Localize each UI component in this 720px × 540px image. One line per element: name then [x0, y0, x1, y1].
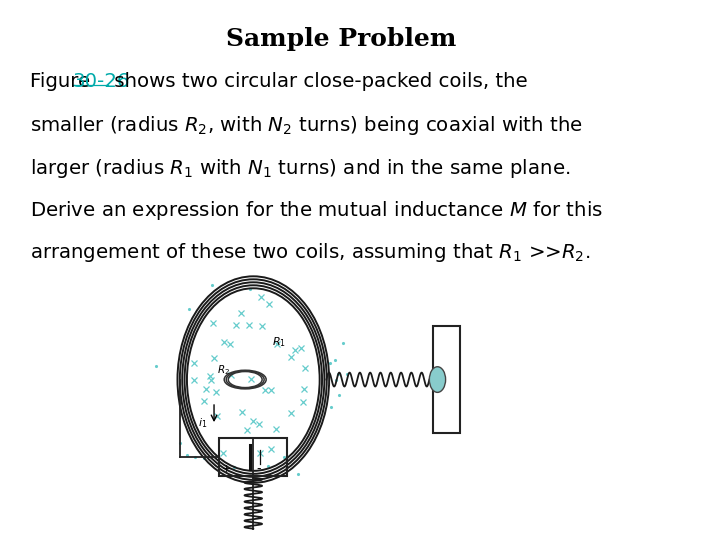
- Text: smaller (radius $R_2$, with $N_2$ turns) being coaxial with the: smaller (radius $R_2$, with $N_2$ turns)…: [30, 114, 582, 138]
- Text: arrangement of these two coils, assuming that $R_1$ >>$R_2$.: arrangement of these two coils, assuming…: [30, 241, 590, 264]
- Text: larger (radius $R_1$ with $N_1$ turns) and in the same plane.: larger (radius $R_1$ with $N_1$ turns) a…: [30, 157, 570, 180]
- Text: $i_1$: $i_1$: [198, 416, 207, 430]
- Text: -: -: [257, 462, 261, 475]
- Text: shows two circular close-packed coils, the: shows two circular close-packed coils, t…: [108, 72, 527, 91]
- Text: Figure: Figure: [30, 72, 96, 91]
- Text: $R_2$: $R_2$: [217, 363, 230, 377]
- Text: Sample Problem: Sample Problem: [226, 27, 456, 51]
- Text: +: +: [222, 464, 231, 474]
- Text: Derive an expression for the mutual inductance $M$ for this: Derive an expression for the mutual indu…: [30, 199, 603, 222]
- Text: $R_1$: $R_1$: [272, 335, 287, 349]
- Ellipse shape: [429, 367, 446, 393]
- Text: 30-26: 30-26: [73, 72, 130, 91]
